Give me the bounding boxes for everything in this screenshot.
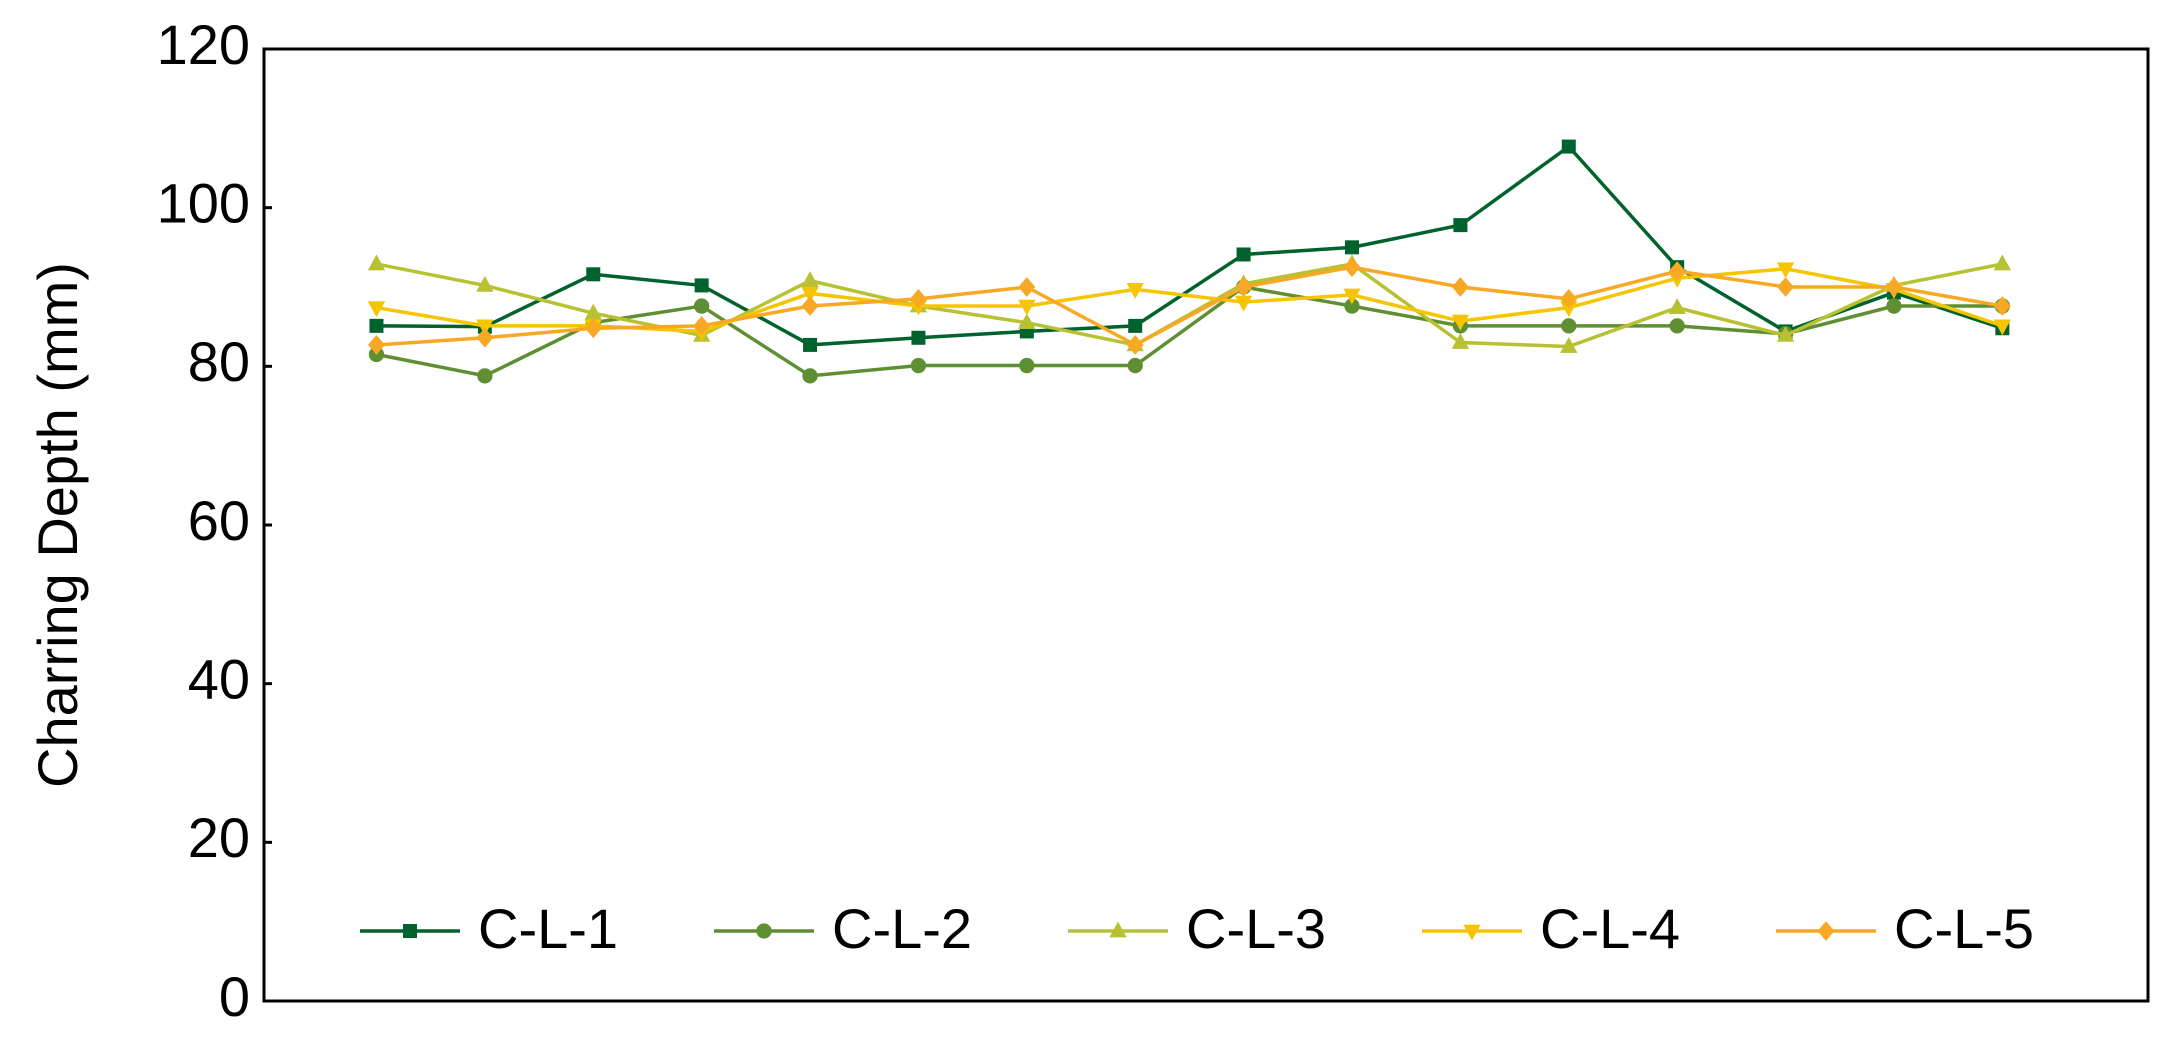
legend-label: C-L-5 [1894, 897, 2034, 960]
marker [801, 271, 819, 288]
marker [803, 337, 818, 352]
y-axis-label: Charring Depth (mm) [26, 262, 89, 788]
marker [1993, 296, 2011, 316]
marker [694, 278, 709, 293]
marker [802, 368, 818, 384]
y-tick-label: 80 [188, 330, 250, 393]
y-tick-label: 100 [157, 171, 250, 234]
marker [1885, 277, 1903, 297]
marker [1451, 314, 1470, 331]
marker [1776, 262, 1795, 279]
marker [1668, 298, 1686, 314]
legend-marker [1109, 921, 1127, 938]
marker [1018, 299, 1036, 316]
marker [1886, 298, 1902, 314]
marker [801, 286, 819, 303]
marker [584, 318, 602, 339]
marker [1561, 139, 1576, 154]
marker [694, 298, 710, 314]
y-tick-label: 40 [188, 647, 250, 710]
legend-marker [756, 923, 772, 939]
marker [1993, 254, 2011, 271]
marker [1344, 240, 1359, 255]
marker [1993, 319, 2011, 336]
series-line [376, 265, 2003, 347]
legend-marker [1463, 924, 1481, 941]
marker [586, 267, 601, 282]
marker [368, 335, 385, 355]
legend-marker [403, 924, 417, 938]
marker [1777, 277, 1795, 297]
y-tick-label: 60 [188, 489, 250, 552]
marker [477, 368, 493, 384]
marker [1018, 277, 1036, 297]
marker [476, 319, 494, 336]
marker [1669, 318, 1685, 334]
marker [476, 275, 494, 292]
marker [1343, 288, 1361, 305]
marker [1235, 277, 1253, 297]
marker [1451, 333, 1470, 349]
legend-label: C-L-3 [1186, 897, 1326, 960]
marker [1019, 357, 1035, 374]
marker [367, 301, 386, 318]
marker [1451, 277, 1469, 297]
marker [1236, 247, 1251, 262]
marker [1560, 289, 1578, 309]
legend-label: C-L-2 [832, 897, 972, 960]
y-tick-label: 20 [188, 806, 250, 869]
marker [1561, 318, 1577, 334]
marker [801, 296, 819, 316]
y-tick-label: 120 [157, 13, 250, 76]
marker [911, 330, 926, 345]
legend-marker [1817, 921, 1835, 941]
marker [1126, 283, 1144, 299]
marker [1127, 357, 1143, 374]
marker [1453, 218, 1468, 233]
legend-label: C-L-4 [1540, 897, 1680, 960]
marker [910, 357, 927, 374]
marker [1668, 261, 1686, 282]
marker [1018, 313, 1036, 330]
marker [1128, 318, 1143, 333]
series-line [376, 285, 2003, 378]
marker [369, 318, 384, 333]
marker [1126, 335, 1144, 355]
marker [1343, 257, 1361, 278]
plot-frame [262, 47, 2150, 1003]
y-tick-label: 0 [219, 965, 250, 1028]
marker [367, 254, 386, 271]
marker [909, 289, 927, 309]
marker [1776, 325, 1795, 342]
legend-label: C-L-1 [478, 897, 618, 960]
marker [693, 316, 711, 336]
series-line [376, 144, 2003, 347]
marker [1560, 337, 1578, 353]
marker [476, 327, 494, 348]
